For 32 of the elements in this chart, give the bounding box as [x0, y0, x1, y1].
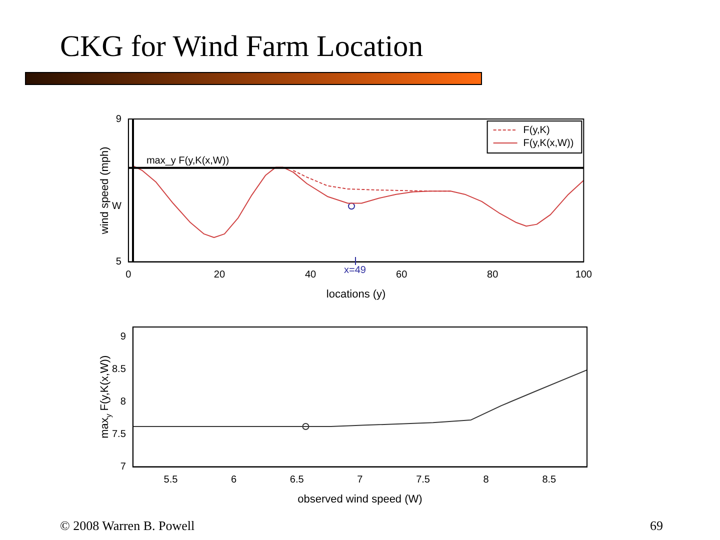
y-tick-label: 8: [120, 396, 126, 408]
y-tick-label: 7.5: [112, 429, 126, 440]
x-tick-label: 60: [396, 270, 408, 281]
text: 69: [650, 518, 663, 533]
x-tick-label: 8: [483, 474, 490, 486]
x-tick-label: 6: [231, 474, 238, 486]
line-series: [292, 170, 452, 192]
text: x=49: [344, 265, 366, 276]
x-tick-label: 8.5: [542, 474, 557, 486]
text: © 2008 Warren B. Powell: [60, 518, 195, 533]
x-tick-label: 0: [126, 270, 132, 281]
x-tick-label: 20: [214, 270, 226, 281]
y-tick-label: 5: [116, 256, 122, 268]
x-tick-label: 5.5: [164, 474, 178, 486]
legend-label: F(y,K(x,W)): [523, 138, 574, 149]
y-axis-title: wind speed (mph): [99, 146, 112, 236]
x-tick-label: 80: [487, 270, 499, 281]
x-tick-label: 7.5: [416, 474, 430, 486]
x-axis-title: locations (y): [326, 288, 386, 300]
y-tick-label: 8.5: [112, 364, 126, 376]
legend-label: F(y,K): [523, 124, 550, 136]
y-tick-label: 9: [116, 114, 122, 125]
x-axis-title: observed wind speed (W): [298, 493, 422, 506]
x-tick-label: 7: [357, 474, 364, 486]
x-tick-label: 6.5: [290, 474, 304, 486]
ref-line-label: max_y F(y,K(x,W)): [146, 156, 230, 167]
y-tick-label: W: [112, 200, 122, 212]
x-tick-label: 100: [575, 270, 592, 281]
x-tick-label: 40: [304, 270, 317, 281]
chart-title: CKG for Wind Farm Location: [60, 30, 424, 64]
y-tick-label: 7: [120, 462, 126, 473]
y-tick-label: 9: [120, 332, 126, 343]
